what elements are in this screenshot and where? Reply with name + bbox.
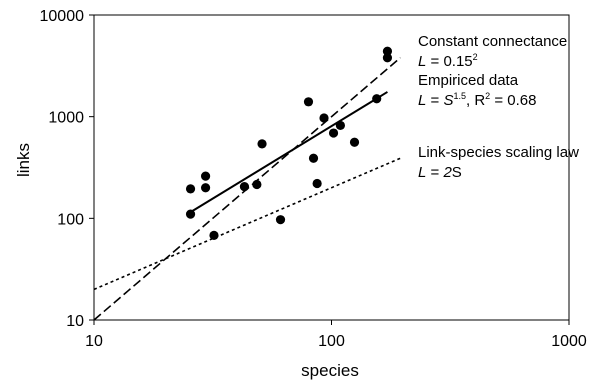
plot-border <box>93 14 570 321</box>
annotation-linkspecies-formula: L = 2S <box>418 164 462 181</box>
plot-frame <box>93 14 570 321</box>
data-point <box>312 178 322 189</box>
data-point <box>257 139 267 149</box>
formula-var: L <box>418 53 426 70</box>
data-point <box>185 209 196 219</box>
y-axis-title: links <box>14 143 33 177</box>
tick-labels: 10 100 1000 10 100 1000 10000 <box>40 8 587 350</box>
data-point <box>275 215 286 225</box>
annotation-connectance-title: Constant connectance <box>418 33 567 50</box>
data-point <box>382 46 393 56</box>
data-point <box>382 53 393 63</box>
y-tick-label: 100 <box>57 211 84 228</box>
y-tick-label: 1000 <box>48 110 84 127</box>
formula-eq: = 0.15 <box>426 53 472 70</box>
data-points <box>185 46 393 240</box>
data-point <box>209 230 219 240</box>
annotation-empirical-formula: L = S1.5, R2 = 0.68 <box>418 91 536 109</box>
formula-eq: = <box>426 92 443 109</box>
y-tick-label: 10 <box>66 313 84 330</box>
data-point <box>319 113 329 123</box>
y-tick-label: 10000 <box>40 8 85 25</box>
data-point <box>372 94 382 104</box>
data-point <box>252 179 262 190</box>
x-tick-label: 1000 <box>551 333 587 350</box>
empirical-fit-line <box>190 91 388 214</box>
formula-r-sup: 2 <box>485 91 490 101</box>
formula-var: L <box>418 164 426 181</box>
data-point <box>328 128 339 138</box>
formula-r-val: = 0.68 <box>490 92 536 109</box>
formula-sup: 1.5 <box>453 91 466 101</box>
data-point <box>200 183 211 193</box>
x-axis-title: species <box>301 361 359 380</box>
data-point <box>303 97 314 107</box>
formula-var: L <box>418 92 426 109</box>
data-point <box>335 120 345 131</box>
link-species-line <box>93 157 401 291</box>
formula-s: S <box>452 164 462 181</box>
data-point <box>185 184 196 194</box>
x-tick-label: 100 <box>318 333 345 350</box>
annotation-connectance-formula: L = 0.152 <box>418 52 478 70</box>
formula-eq: = <box>426 164 443 181</box>
formula-coef: 2 <box>442 164 452 181</box>
formula-r: , R <box>466 92 485 109</box>
axes <box>89 14 570 325</box>
data-point <box>200 171 211 181</box>
annotation-linkspecies-title: Link-species scaling law <box>418 144 579 161</box>
x-tick-label: 10 <box>85 333 103 350</box>
data-point <box>308 153 319 163</box>
annotation-empirical-title: Empiriced data <box>418 72 519 89</box>
data-point <box>349 137 360 147</box>
data-point <box>239 182 250 192</box>
formula-sup: 2 <box>473 52 478 62</box>
formula-s: S <box>443 92 453 109</box>
